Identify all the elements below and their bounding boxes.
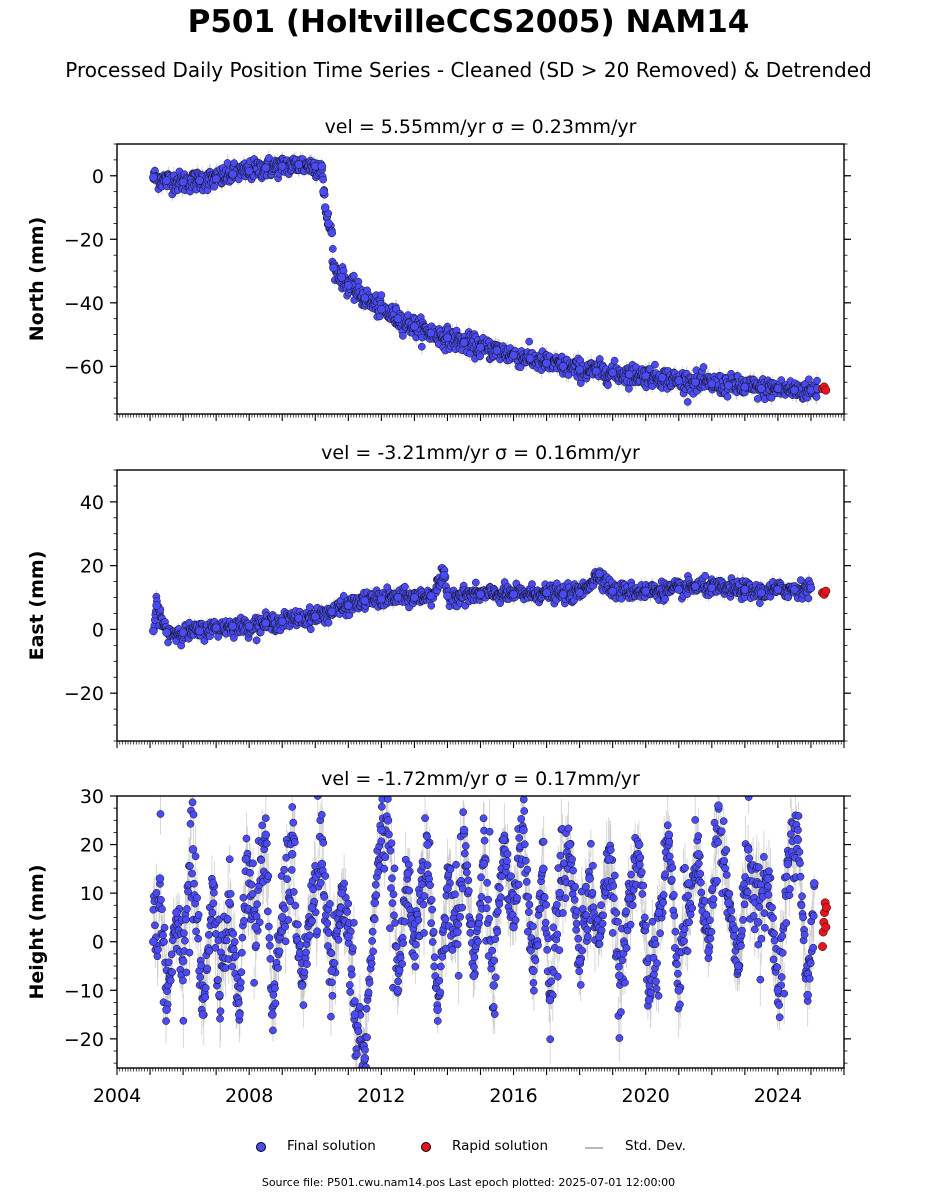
final-point bbox=[229, 634, 238, 642]
y-tick-label: −40 bbox=[64, 293, 104, 315]
final-data-point bbox=[443, 333, 452, 343]
y-axis-label-north: North (mm) bbox=[26, 217, 48, 342]
final-data-point bbox=[459, 338, 469, 347]
final-data-point bbox=[591, 366, 601, 376]
final-point bbox=[401, 582, 409, 591]
final-point bbox=[813, 376, 821, 385]
final-point bbox=[625, 384, 633, 393]
data-cloud-north bbox=[149, 149, 822, 410]
final-point bbox=[699, 363, 708, 371]
y-tick-label: −60 bbox=[64, 356, 104, 378]
series-final-north bbox=[149, 160, 822, 395]
final-point bbox=[417, 342, 426, 351]
final-data-point bbox=[317, 161, 327, 171]
final-data-point bbox=[195, 176, 204, 185]
final-data-point bbox=[178, 177, 188, 187]
final-point bbox=[210, 182, 219, 191]
final-point bbox=[683, 398, 692, 406]
chart-north: vel = 5.55mm/yr σ = 0.23mm/yr North (mm) 0… bbox=[26, 116, 851, 421]
final-data-point bbox=[410, 322, 419, 331]
final-data-point bbox=[377, 304, 386, 314]
y-axis-label-east: East (mm) bbox=[26, 551, 48, 661]
final-point bbox=[377, 291, 386, 299]
final-data-point bbox=[691, 377, 700, 387]
final-point bbox=[777, 376, 786, 384]
final-data-point bbox=[360, 293, 370, 303]
final-data-point bbox=[641, 371, 650, 381]
final-point bbox=[349, 271, 358, 280]
final-point bbox=[306, 625, 315, 634]
final-data-point bbox=[149, 173, 158, 182]
final-data-point bbox=[757, 384, 766, 393]
final-data-point bbox=[476, 343, 485, 352]
final-data-point bbox=[228, 169, 237, 179]
final-point bbox=[645, 365, 654, 373]
final-data-point bbox=[319, 187, 328, 196]
final-data-point bbox=[773, 384, 783, 393]
final-point bbox=[604, 381, 612, 390]
final-data-point bbox=[329, 263, 338, 273]
final-data-point bbox=[393, 314, 403, 323]
final-data-point bbox=[294, 160, 303, 169]
final-point bbox=[767, 393, 776, 402]
final-data-point bbox=[426, 328, 436, 338]
final-data-point bbox=[525, 354, 535, 363]
y-tick-label: −20 bbox=[64, 229, 104, 251]
final-data-point bbox=[558, 362, 568, 371]
final-data-point bbox=[344, 281, 353, 290]
data-cloud-east bbox=[149, 563, 815, 650]
final-data-point bbox=[707, 379, 717, 389]
final-data-point bbox=[261, 163, 270, 173]
final-data-point bbox=[211, 174, 221, 184]
chart-title-east: vel = -3.21mm/yr σ = 0.16mm/yr bbox=[321, 442, 640, 464]
rapid-data-point bbox=[821, 385, 831, 395]
series-rapid-north bbox=[818, 382, 831, 395]
final-data-point bbox=[492, 346, 502, 355]
final-data-point bbox=[277, 161, 287, 171]
final-point bbox=[805, 375, 813, 384]
final-data-point bbox=[724, 381, 733, 390]
chart-title-north: vel = 5.55mm/yr σ = 0.23mm/yr bbox=[325, 116, 637, 138]
final-data-point bbox=[324, 219, 333, 228]
final-data-point bbox=[320, 203, 330, 212]
final-data-point bbox=[509, 350, 518, 360]
final-point bbox=[230, 159, 238, 167]
final-point bbox=[471, 578, 480, 587]
final-point bbox=[252, 636, 261, 645]
final-point bbox=[399, 331, 407, 340]
final-data-point bbox=[542, 358, 551, 368]
final-data-point bbox=[244, 166, 254, 176]
final-data-point bbox=[740, 382, 750, 392]
final-point bbox=[476, 352, 484, 361]
final-data-point bbox=[624, 370, 634, 379]
final-data-point bbox=[327, 228, 337, 238]
final-data-point bbox=[674, 376, 684, 385]
final-point bbox=[328, 245, 337, 253]
final-point bbox=[723, 392, 732, 401]
final-data-point bbox=[337, 273, 346, 282]
final-point bbox=[525, 337, 534, 346]
final-point bbox=[610, 356, 619, 365]
final-data-point bbox=[575, 365, 584, 374]
final-data-point bbox=[658, 373, 667, 382]
final-data-point bbox=[608, 368, 617, 377]
final-point bbox=[812, 393, 821, 401]
final-point bbox=[324, 618, 333, 627]
final-point bbox=[427, 601, 436, 610]
y-tick-label: 0 bbox=[92, 166, 104, 188]
final-point bbox=[516, 363, 525, 372]
final-point bbox=[651, 360, 659, 369]
final-point bbox=[319, 175, 327, 184]
final-data-point bbox=[790, 385, 799, 395]
final-data-point bbox=[162, 176, 171, 185]
